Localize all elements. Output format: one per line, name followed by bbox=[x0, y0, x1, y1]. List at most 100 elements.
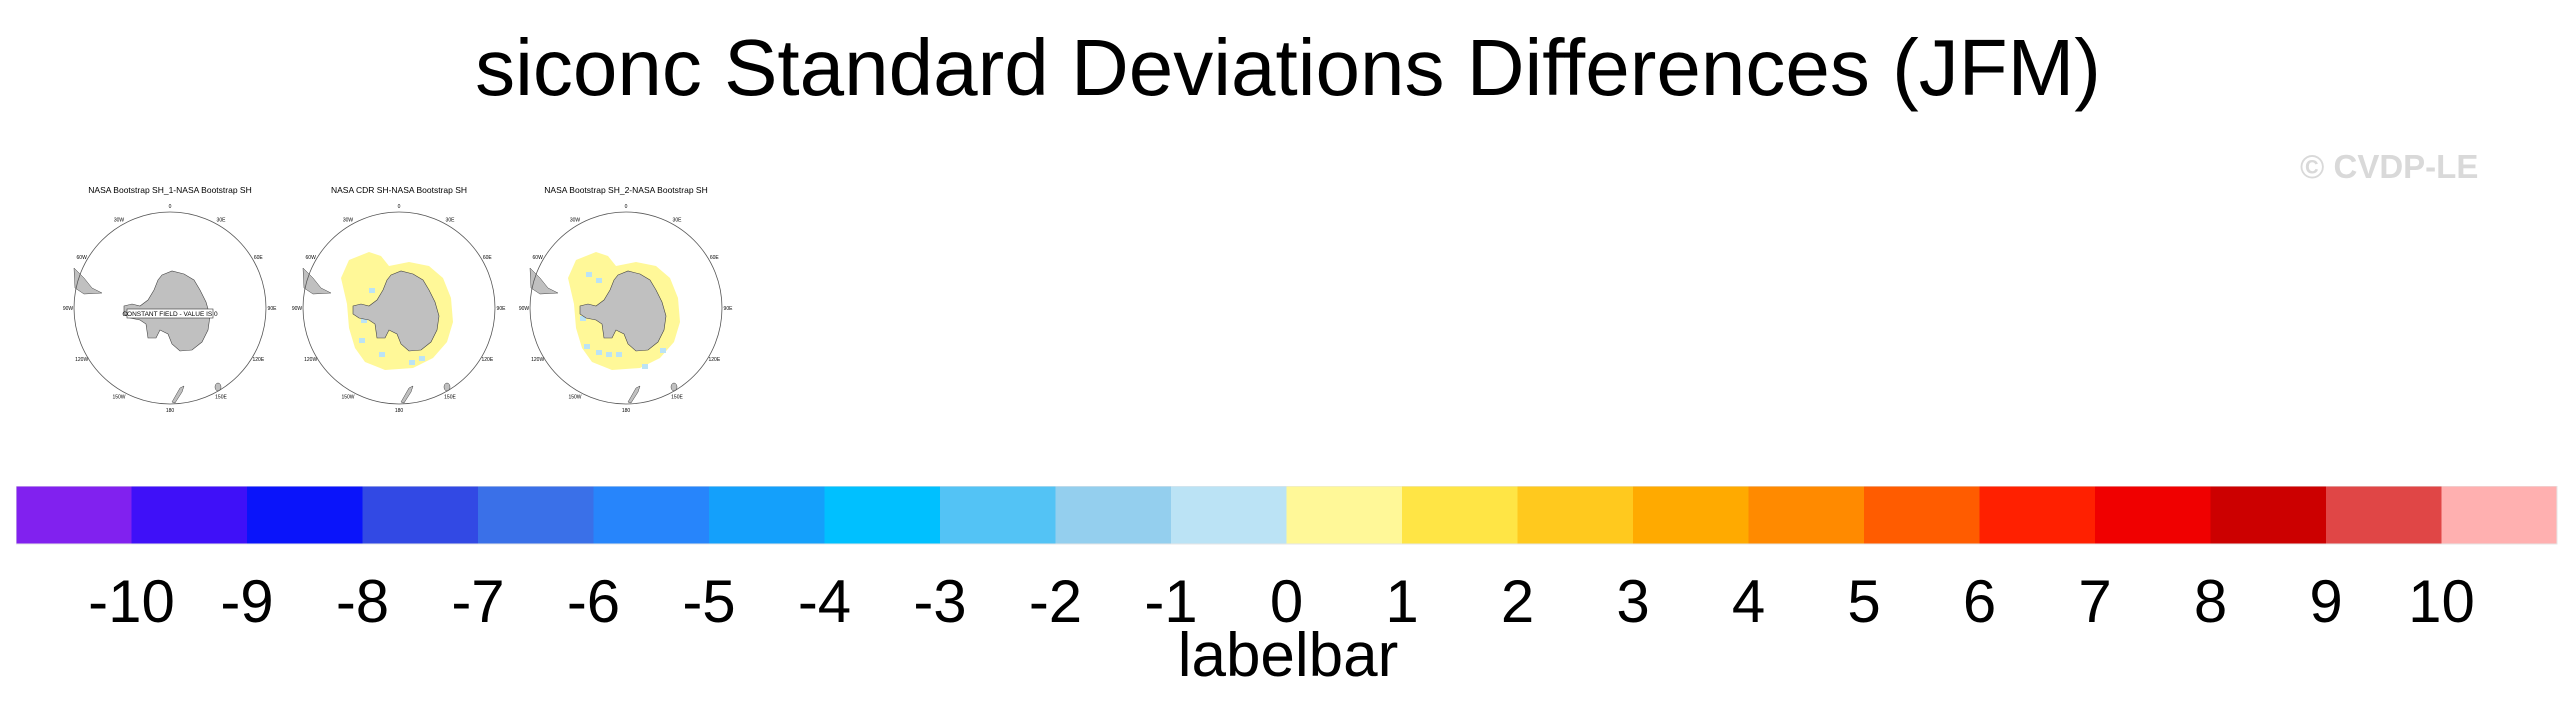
longitude-label: 30E bbox=[673, 218, 683, 224]
negative-anomaly-cell bbox=[361, 318, 367, 323]
longitude-label: 90E bbox=[268, 306, 278, 312]
figure-title: siconc Standard Deviations Differences (… bbox=[475, 23, 2101, 112]
colorbar-box bbox=[2326, 486, 2442, 544]
colorbar-title: labelbar bbox=[1177, 621, 1399, 690]
longitude-label: 120W bbox=[75, 357, 88, 363]
longitude-label: 90E bbox=[497, 306, 507, 312]
colorbar-tick-label: -8 bbox=[336, 568, 389, 635]
watermark: © CVDP-LE bbox=[2300, 148, 2479, 185]
colorbar-box bbox=[824, 486, 941, 544]
longitude-label: 60W bbox=[306, 255, 317, 261]
longitude-label: 150E bbox=[444, 394, 456, 400]
negative-anomaly-cell bbox=[584, 344, 590, 349]
colorbar-tick-label: -7 bbox=[451, 568, 504, 635]
colorbar-tick-label: 5 bbox=[1847, 568, 1880, 635]
longitude-label: 0 bbox=[625, 204, 628, 210]
longitude-label: 0 bbox=[398, 204, 401, 210]
colorbar-box bbox=[1402, 486, 1518, 544]
antarctica-landmass bbox=[352, 270, 440, 352]
colorbar-tick-label: 3 bbox=[1616, 568, 1649, 635]
longitude-label: 150W bbox=[341, 394, 354, 400]
map-panel: NASA CDR SH-NASA Bootstrap SH 0 30E 60E 90E 1… bbox=[292, 185, 506, 414]
colorbar-tick-label: 8 bbox=[2194, 568, 2227, 635]
longitude-label: 30W bbox=[570, 218, 581, 224]
longitude-label: 120W bbox=[304, 357, 317, 363]
colorbar-box bbox=[2210, 486, 2327, 544]
map-boundary bbox=[529, 211, 723, 405]
negative-anomaly-cell bbox=[409, 360, 415, 365]
negative-anomaly-cell bbox=[580, 316, 586, 321]
colorbar-tick-label: -6 bbox=[567, 568, 620, 635]
colorbar-box bbox=[478, 486, 594, 544]
longitude-label: 150E bbox=[671, 394, 683, 400]
colorbar-box bbox=[593, 486, 710, 544]
longitude-label: 90E bbox=[724, 306, 734, 312]
map-title: NASA Bootstrap SH_1-NASA Bootstrap SH bbox=[88, 185, 251, 195]
constant-field-annotation: CONSTANT FIELD - VALUE IS 0 bbox=[122, 311, 218, 318]
colorbar-tick-label: -10 bbox=[88, 568, 175, 635]
colorbar-tick-label: 10 bbox=[2408, 568, 2475, 635]
colorbar-box bbox=[1748, 486, 1865, 544]
antarctica-landmass bbox=[579, 270, 667, 352]
colorbar-box bbox=[131, 486, 248, 544]
map-panel: NASA Bootstrap SH_2-NASA Bootstrap SH 0 30… bbox=[519, 185, 733, 414]
longitude-label: 60W bbox=[533, 255, 544, 261]
longitude-label: 120W bbox=[531, 357, 544, 363]
longitude-label: 60E bbox=[483, 255, 493, 261]
new-zealand-landmass bbox=[400, 385, 414, 404]
south-america-landmass bbox=[529, 267, 559, 295]
colorbar-box bbox=[2095, 486, 2211, 544]
map-panel: NASA Bootstrap SH_1-NASA Bootstrap SH 0 30… bbox=[63, 185, 277, 414]
map-title: NASA Bootstrap SH_2-NASA Bootstrap SH bbox=[544, 185, 707, 195]
colorbar-tick-label: -4 bbox=[798, 568, 851, 635]
colorbar-tick-label: 9 bbox=[2309, 568, 2342, 635]
longitude-label: 90W bbox=[519, 306, 530, 312]
map-title: NASA CDR SH-NASA Bootstrap SH bbox=[331, 185, 467, 195]
longitude-label: 180 bbox=[166, 408, 175, 414]
longitude-label: 30W bbox=[343, 218, 354, 224]
longitude-label: 120E bbox=[481, 357, 493, 363]
colorbar-box bbox=[362, 486, 479, 544]
colorbar-tick-label: -5 bbox=[682, 568, 735, 635]
colorbar-box bbox=[940, 486, 1056, 544]
colorbar-tick-label: 4 bbox=[1732, 568, 1765, 635]
negative-anomaly-cell bbox=[596, 278, 602, 283]
negative-anomaly-cell bbox=[606, 352, 612, 357]
negative-anomaly-cell bbox=[660, 348, 666, 353]
negative-anomaly-cell bbox=[359, 338, 365, 343]
colorbar-tick-label: -3 bbox=[913, 568, 966, 635]
colorbar-box bbox=[1979, 486, 2096, 544]
negative-anomaly-cell bbox=[616, 352, 622, 357]
colorbar-box bbox=[1055, 486, 1172, 544]
colorbar-box bbox=[709, 486, 825, 544]
colorbar-box bbox=[2441, 486, 2558, 544]
new-zealand-landmass bbox=[171, 385, 185, 404]
colorbar-tick-label: 2 bbox=[1501, 568, 1534, 635]
longitude-label: 30W bbox=[114, 218, 125, 224]
colorbar-box bbox=[247, 486, 363, 544]
colorbar-tick-label: 1 bbox=[1385, 568, 1418, 635]
negative-anomaly-cell bbox=[379, 352, 385, 357]
south-america-landmass bbox=[73, 267, 103, 295]
negative-anomaly-cell bbox=[642, 364, 648, 369]
colorbar-tick-label: -9 bbox=[220, 568, 273, 635]
longitude-label: 120E bbox=[708, 357, 720, 363]
colorbar-box bbox=[1286, 486, 1403, 544]
negative-anomaly-cell bbox=[586, 272, 592, 277]
negative-anomaly-cell bbox=[369, 288, 375, 293]
longitude-label: 30E bbox=[217, 218, 227, 224]
longitude-label: 90W bbox=[63, 306, 74, 312]
colorbar-tick-label: 6 bbox=[1963, 568, 1996, 635]
colorbar-box bbox=[1171, 486, 1287, 544]
longitude-label: 0 bbox=[169, 204, 172, 210]
map-boundary bbox=[302, 211, 496, 405]
longitude-label: 60E bbox=[710, 255, 720, 261]
longitude-label: 90W bbox=[292, 306, 303, 312]
map-panels: NASA Bootstrap SH_1-NASA Bootstrap SH 0 30… bbox=[63, 185, 733, 414]
longitude-label: 60E bbox=[254, 255, 264, 261]
colorbar-box bbox=[1864, 486, 1980, 544]
new-zealand-landmass bbox=[627, 385, 641, 404]
south-america-landmass bbox=[302, 267, 332, 295]
map-boundary bbox=[73, 211, 267, 405]
annotation-box bbox=[126, 308, 214, 319]
